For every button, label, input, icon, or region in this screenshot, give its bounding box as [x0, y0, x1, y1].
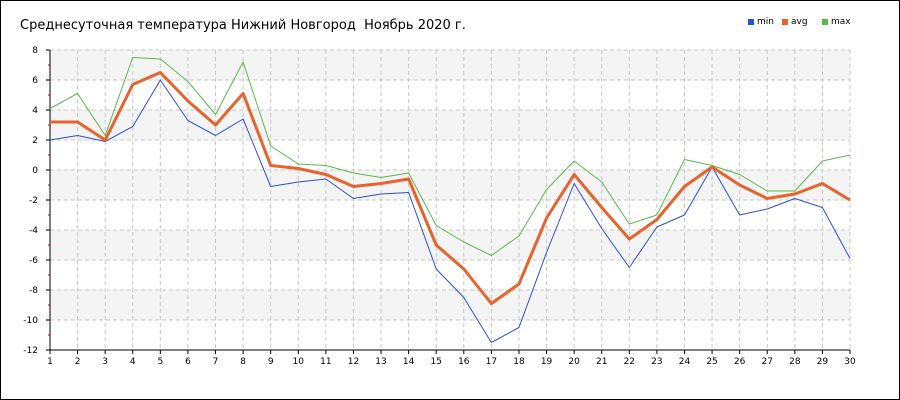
x-tick-label: 14 [403, 357, 415, 367]
x-tick-label: 25 [706, 357, 717, 367]
x-tick-label: 20 [568, 357, 580, 367]
x-tick-label: 5 [157, 357, 163, 367]
x-tick-label: 19 [541, 357, 553, 367]
grid-band [50, 170, 850, 200]
chart-title: Среднесуточная температура Нижний Новгор… [20, 18, 466, 33]
x-tick-label: 28 [789, 357, 801, 367]
series-line-min [49, 79, 851, 343]
x-tick-label: 10 [293, 357, 305, 367]
y-tick-label: -6 [29, 256, 38, 266]
x-tick-label: 3 [102, 357, 108, 367]
series-line-max [49, 57, 851, 256]
y-tick-label: -10 [23, 316, 38, 326]
grid-band [50, 110, 850, 140]
x-tick-label: 17 [486, 357, 497, 367]
x-tick-label: 18 [513, 357, 525, 367]
x-tick-label: 11 [320, 357, 331, 367]
x-tick-label: 22 [624, 357, 635, 367]
legend-label: max [831, 17, 851, 27]
grid-band [50, 290, 850, 320]
x-tick-label: 21 [596, 357, 607, 367]
y-tick-label: 0 [32, 166, 38, 176]
legend-label: min [757, 17, 774, 27]
x-tick-label: 24 [679, 357, 691, 367]
x-tick-label: 30 [844, 357, 856, 367]
series-line-avg [50, 71, 851, 305]
y-tick-label: -2 [29, 196, 38, 206]
x-tick-label: 13 [375, 357, 386, 367]
x-tick-label: 7 [213, 357, 219, 367]
x-tick-label: 12 [348, 357, 359, 367]
legend-label: avg [791, 17, 808, 27]
legend-swatch [822, 19, 828, 25]
x-tick-label: 4 [130, 357, 136, 367]
y-tick-label: -8 [29, 286, 38, 296]
x-tick-label: 29 [817, 357, 829, 367]
y-tick-label: -12 [23, 346, 38, 356]
x-tick-label: 6 [185, 357, 191, 367]
x-tick-label: 15 [430, 357, 441, 367]
x-tick-label: 8 [240, 357, 246, 367]
x-tick-label: 16 [458, 357, 470, 367]
y-tick-label: 6 [32, 76, 38, 86]
y-tick-label: 4 [32, 106, 38, 116]
y-tick-label: 8 [32, 46, 38, 56]
legend-swatch [748, 19, 754, 25]
x-tick-label: 27 [762, 357, 773, 367]
grid-band [50, 230, 850, 260]
legend-swatch [782, 19, 788, 25]
x-tick-label: 9 [268, 357, 274, 367]
x-tick-label: 23 [651, 357, 662, 367]
grid-band [50, 50, 850, 80]
x-tick-label: 26 [734, 357, 746, 367]
y-tick-label: -4 [29, 226, 38, 236]
x-tick-label: 1 [47, 357, 53, 367]
y-tick-label: 2 [32, 136, 38, 146]
x-tick-label: 2 [75, 357, 81, 367]
